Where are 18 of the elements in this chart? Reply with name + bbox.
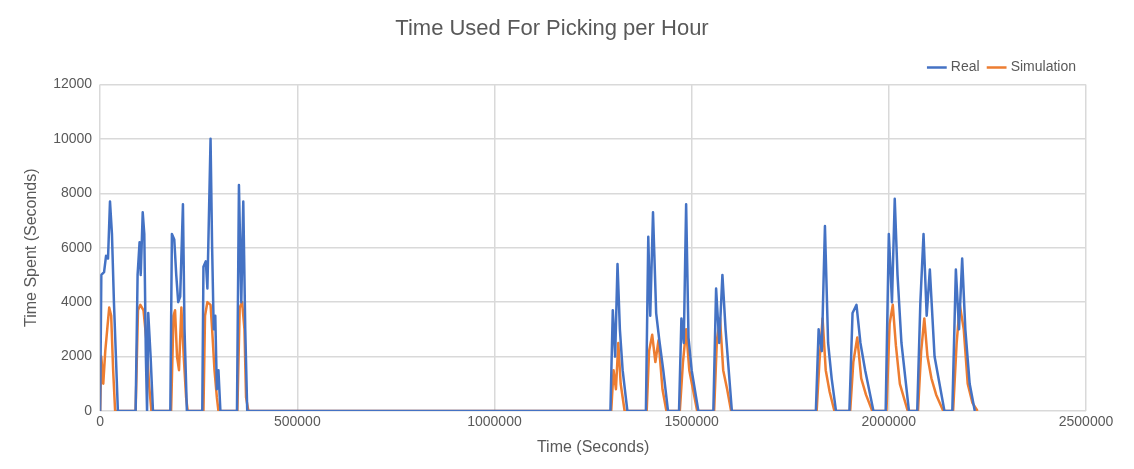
chart-title: Time Used For Picking per Hour <box>395 15 709 41</box>
x-tick-label: 1500000 <box>664 413 720 430</box>
x-tick-label: 500000 <box>273 413 321 430</box>
y-tick-label: 2000 <box>60 347 93 364</box>
x-tick-label: 1000000 <box>467 413 522 430</box>
x-axis-title: Time (Seconds) <box>536 437 650 455</box>
x-tick-label: 2000000 <box>861 413 917 430</box>
x-tick-label: 0 <box>96 413 105 430</box>
y-tick-label: 12000 <box>53 75 93 92</box>
x-tick-label: 2500000 <box>1058 413 1114 430</box>
y-tick-label: 4000 <box>60 292 93 309</box>
y-tick-label: 10000 <box>53 129 93 146</box>
y-tick-label: 0 <box>84 401 93 418</box>
legend-label: Real <box>950 58 980 75</box>
y-tick-label: 8000 <box>60 184 93 201</box>
legend-label: Simulation <box>1010 58 1077 75</box>
y-tick-label: 6000 <box>60 238 93 255</box>
y-axis-title: Time Spent (Seconds) <box>22 168 40 327</box>
